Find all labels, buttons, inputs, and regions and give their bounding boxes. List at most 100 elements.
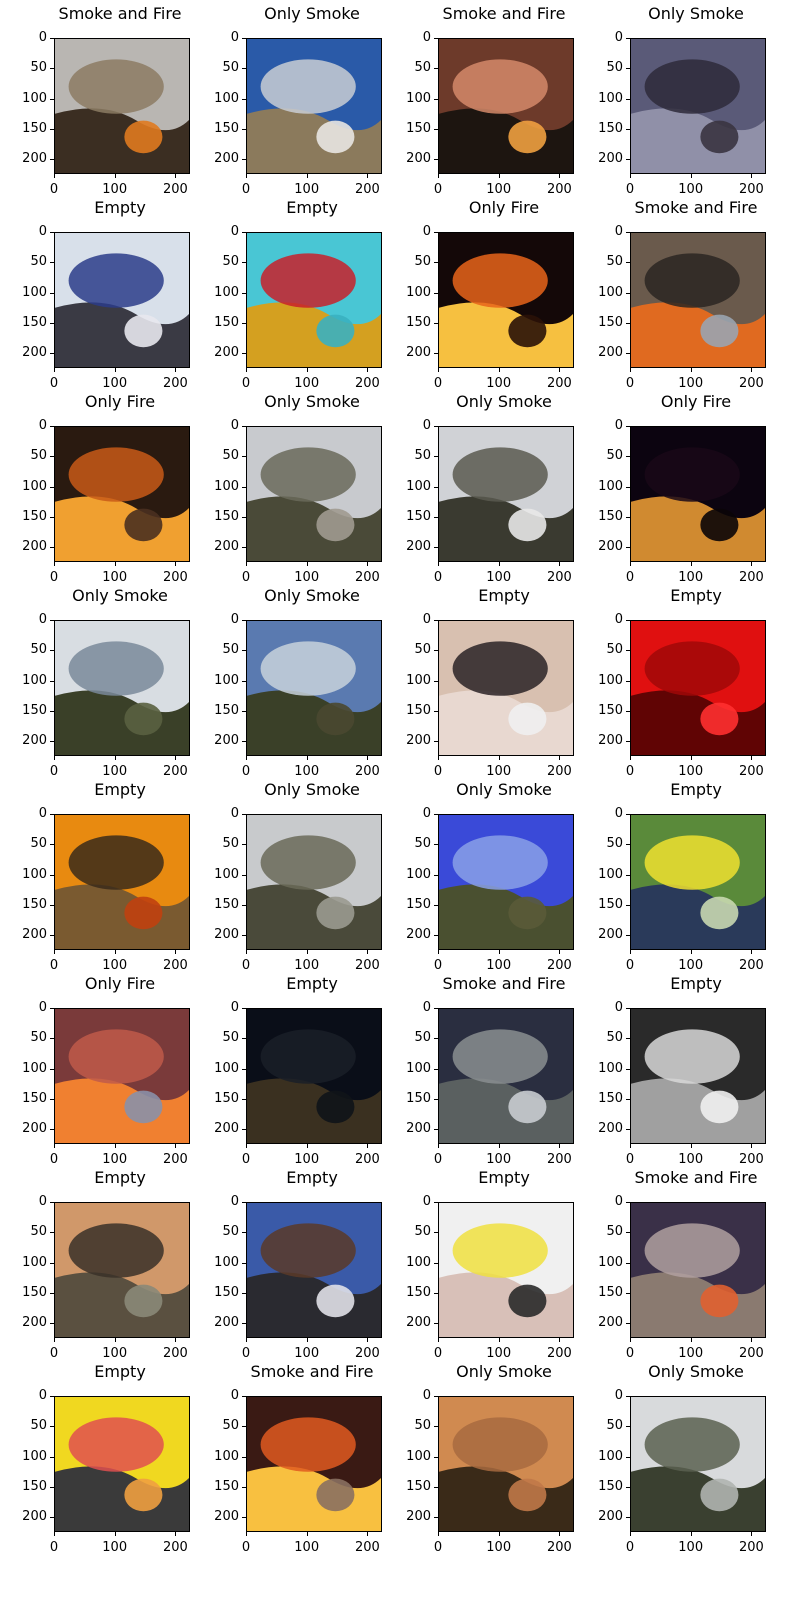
x-tick-mark (438, 174, 439, 178)
x-tick-label: 200 (163, 958, 188, 973)
x-tick-label: 100 (294, 182, 320, 197)
y-tick-label: 0 (230, 418, 239, 433)
y-tick-mark (434, 1262, 438, 1264)
panel-image (438, 1396, 574, 1532)
y-tick-label: 100 (406, 866, 431, 882)
panel-image (54, 426, 190, 562)
y-tick-label: 200 (22, 539, 47, 555)
x-tick-label: 100 (678, 1152, 704, 1167)
y-tick-label: 50 (222, 1224, 239, 1240)
image-panel: Only Smoke 0 50 100 150 200 0 100 200 (576, 4, 766, 197)
panel-title: Only Smoke (264, 4, 360, 23)
y-tick-label: 0 (422, 806, 431, 821)
y-tick-mark (50, 1426, 54, 1428)
y-tick-label: 200 (406, 539, 431, 555)
y-tick-mark (50, 1232, 54, 1234)
y-tick-label: 0 (38, 612, 47, 627)
x-tick-label: 200 (355, 1152, 380, 1167)
x-tick-mark (175, 368, 177, 372)
y-tick-label: 0 (230, 30, 239, 45)
image-panel: Smoke and Fire 0 50 100 150 200 0 100 200 (384, 974, 574, 1167)
y-tick-label: 0 (614, 224, 623, 239)
image-panel: Empty 0 50 100 150 200 0 100 200 (192, 198, 382, 391)
x-tick-mark (306, 950, 308, 954)
x-tick-mark (498, 174, 500, 178)
panel-title: Empty (670, 586, 722, 605)
x-tick-label: 100 (486, 376, 512, 391)
panel-title: Smoke and Fire (634, 1168, 758, 1187)
y-tick-mark (434, 232, 438, 233)
y-tick-mark (50, 38, 54, 39)
x-tick-mark (246, 1144, 247, 1148)
x-tick-label: 0 (433, 764, 443, 779)
y-tick-mark (242, 517, 246, 519)
y-tick-mark (50, 1008, 54, 1009)
y-tick-label: 200 (214, 1315, 239, 1331)
y-tick-label: 100 (598, 1448, 623, 1464)
x-tick-mark (690, 756, 692, 760)
y-tick-mark (434, 1038, 438, 1040)
y-tick-label: 50 (606, 448, 623, 464)
y-tick-mark (626, 1456, 630, 1458)
y-tick-mark (50, 1323, 54, 1325)
y-tick-label: 100 (22, 672, 47, 688)
panel-title: Smoke and Fire (442, 974, 566, 993)
x-tick-mark (630, 950, 631, 954)
x-tick-label: 200 (547, 1346, 572, 1361)
y-tick-label: 0 (230, 1000, 239, 1015)
x-tick-label: 100 (102, 182, 128, 197)
y-tick-mark (242, 650, 246, 652)
y-tick-label: 100 (214, 866, 239, 882)
x-tick-label: 200 (739, 182, 764, 197)
y-tick-mark (242, 814, 246, 815)
y-tick-label: 150 (598, 1479, 623, 1495)
y-tick-mark (50, 68, 54, 70)
y-tick-label: 200 (22, 345, 47, 361)
y-tick-mark (50, 680, 54, 682)
x-tick-label: 100 (102, 1152, 128, 1167)
image-panel: Smoke and Fire 0 50 100 150 200 0 100 200 (576, 1168, 766, 1361)
y-tick-mark (434, 426, 438, 427)
y-tick-label: 100 (214, 478, 239, 494)
x-tick-label: 200 (739, 570, 764, 585)
y-tick-label: 150 (598, 509, 623, 525)
y-tick-mark (242, 547, 246, 549)
panel-image (246, 1396, 382, 1532)
x-tick-mark (559, 174, 561, 178)
x-tick-mark (690, 1338, 692, 1342)
y-tick-label: 50 (222, 1030, 239, 1046)
x-tick-mark (559, 1144, 561, 1148)
panel-title: Empty (478, 1168, 530, 1187)
x-tick-label: 200 (547, 958, 572, 973)
y-tick-mark (50, 232, 54, 233)
x-tick-mark (438, 368, 439, 372)
x-tick-label: 0 (433, 182, 443, 197)
y-tick-mark (50, 262, 54, 264)
x-tick-label: 100 (678, 182, 704, 197)
image-panel: Only Smoke 0 50 100 150 200 0 100 200 (192, 586, 382, 779)
y-tick-label: 100 (598, 1254, 623, 1270)
panel-title: Smoke and Fire (634, 198, 758, 217)
panel-image (630, 38, 766, 174)
y-tick-label: 200 (406, 151, 431, 167)
y-tick-label: 0 (38, 806, 47, 821)
x-tick-label: 200 (355, 1346, 380, 1361)
y-tick-label: 100 (406, 672, 431, 688)
y-tick-label: 150 (406, 1479, 431, 1495)
y-tick-label: 200 (598, 539, 623, 555)
x-tick-mark (114, 950, 116, 954)
y-tick-mark (242, 486, 246, 488)
y-tick-mark (626, 650, 630, 652)
image-panel: Only Smoke 0 50 100 150 200 0 100 200 (384, 780, 574, 973)
x-tick-mark (630, 562, 631, 566)
y-tick-label: 200 (22, 733, 47, 749)
y-tick-mark (626, 741, 630, 743)
x-tick-label: 0 (241, 182, 251, 197)
y-tick-mark (434, 1426, 438, 1428)
panel-image (630, 1396, 766, 1532)
y-tick-label: 50 (30, 448, 47, 464)
x-tick-label: 0 (625, 764, 635, 779)
x-tick-label: 200 (355, 764, 380, 779)
y-tick-mark (434, 1068, 438, 1070)
x-tick-label: 100 (102, 1346, 128, 1361)
